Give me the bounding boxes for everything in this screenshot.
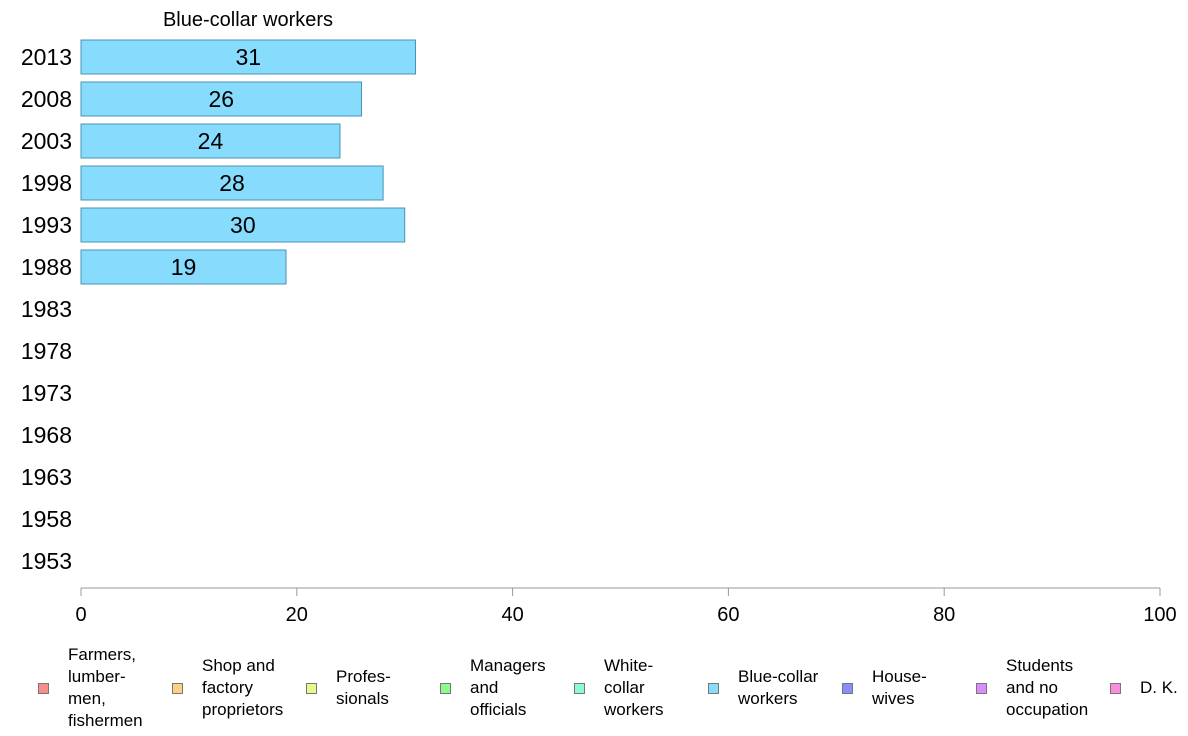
legend-swatch	[708, 682, 719, 694]
x-axis: 0 20 40 60 80 100	[75, 587, 1177, 626]
bar-value-label: 24	[198, 128, 224, 154]
bar	[80, 249, 287, 285]
legend-swatch	[38, 682, 49, 694]
y-tick-label: 1988	[21, 254, 72, 280]
legend-swatch	[574, 682, 585, 694]
bar-value-label: 30	[230, 212, 256, 238]
x-tick-label: 20	[286, 604, 308, 626]
bar	[80, 39, 416, 75]
legend-label: Profes- sionals	[336, 667, 391, 708]
legend-label: D. K.	[1140, 678, 1178, 697]
legend-item: D. K.	[1110, 648, 1178, 728]
legend-item: Profes- sionals	[306, 648, 391, 728]
legend-label: Blue-collar workers	[738, 667, 819, 708]
legend-label: Managers and officials	[470, 656, 546, 719]
y-tick-label: 2008	[21, 86, 72, 112]
x-tick-label: 80	[933, 604, 955, 626]
bar-value-label: 19	[171, 254, 197, 280]
y-tick-label: 1978	[21, 338, 72, 364]
y-tick-label: 2003	[21, 128, 72, 154]
bar	[80, 123, 341, 159]
legend-swatch	[976, 682, 987, 694]
y-tick-label: 1983	[21, 296, 72, 322]
y-tick-label: 1973	[21, 380, 72, 406]
legend-item: Managers and officials	[440, 648, 546, 728]
legend-swatch	[440, 682, 451, 694]
legend-label: Students and no occupation	[1006, 656, 1089, 719]
legend-swatch	[842, 682, 853, 694]
legend-item: House- wives	[842, 648, 927, 728]
y-tick-label: 2013	[21, 44, 72, 70]
legend-label: Shop and factory proprietors	[202, 656, 284, 719]
x-tick-label: 60	[717, 604, 739, 626]
legend-item: Students and no occupation	[976, 648, 1088, 728]
y-tick-label: 1998	[21, 170, 72, 196]
legend-label: Farmers, lumber- men, fishermen	[68, 645, 143, 730]
bar-value-label: 28	[219, 170, 245, 196]
y-tick-label: 1993	[21, 212, 72, 238]
legend-swatch	[172, 682, 183, 694]
legend-label: White- collar workers	[604, 656, 664, 719]
bar-value-label: 26	[208, 86, 234, 112]
legend-item: Blue-collar workers	[708, 648, 818, 728]
bar	[80, 81, 363, 117]
x-tick-label: 40	[501, 604, 523, 626]
legend-swatch	[306, 682, 317, 694]
y-tick-label: 1963	[21, 464, 72, 490]
chart-title: Blue-collar workers	[163, 9, 333, 31]
legend-item: White- collar workers	[574, 648, 664, 728]
legend: Farmers, lumber- men, fishermen Shop and …	[38, 645, 1188, 730]
x-tick-label: 100	[1143, 604, 1176, 626]
y-tick-label: 1953	[21, 548, 72, 574]
legend-item: Shop and factory proprietors	[172, 648, 283, 728]
bar-value-label: 31	[235, 44, 261, 70]
legend-swatch	[1110, 682, 1121, 694]
y-tick-label: 1968	[21, 422, 72, 448]
bar	[80, 207, 406, 243]
legend-item: Farmers, lumber- men, fishermen	[38, 645, 143, 730]
legend-label: House- wives	[872, 667, 927, 708]
y-axis-labels: 2013 2008 2003 1998 1993 1988 1983 1978 1973 1968…	[21, 44, 72, 574]
x-tick-label: 0	[75, 604, 86, 626]
y-tick-label: 1958	[21, 506, 72, 532]
bar	[80, 165, 384, 201]
